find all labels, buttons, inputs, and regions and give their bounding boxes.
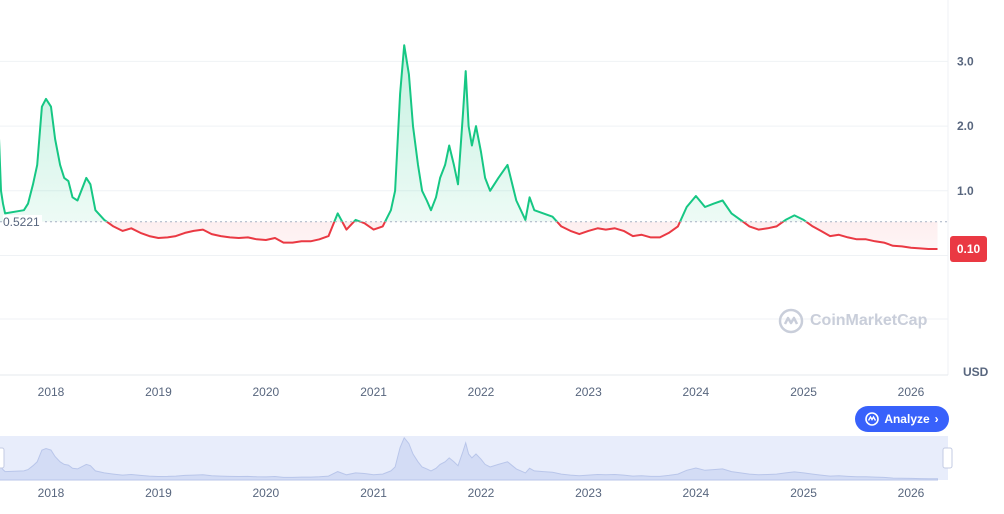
navigator-handle-left[interactable] [0,447,5,469]
price-line-above [0,44,808,222]
navigator-tick-label: 2023 [575,486,602,500]
navigator-tick-label: 2024 [683,486,710,500]
x-tick-label: 2020 [253,385,280,399]
navigator-tick-label: 2022 [468,486,495,500]
navigator-tick-label: 2018 [38,486,65,500]
navigator-tick-label: 2021 [360,486,387,500]
series-layer [0,44,948,250]
y-tick-label: 1.0 [957,184,974,198]
baseline-value-label: 0.5221 [3,215,42,229]
y-axis-unit-label: USD [963,365,989,379]
area-above-baseline [0,45,938,222]
x-tick-label: 2026 [898,385,925,399]
x-tick-label: 2021 [360,385,387,399]
area-below-baseline [106,221,938,249]
x-tick-label: 2018 [38,385,65,399]
axis-layer: 3.0 2.0 1.0 2018 2018 2019 2019 2020 2020 2021 202… [38,54,974,500]
analyze-button-label: Analyze [884,412,930,426]
grid-layer [0,0,949,376]
price-line-below [105,221,938,250]
current-price-tag: 0.10 [950,236,987,262]
navigator-handle-right[interactable] [942,447,953,469]
x-tick-label: 2024 [683,385,710,399]
chevron-right-icon: › [934,412,939,426]
analyze-icon [865,412,880,426]
navigator-tick-label: 2025 [790,486,817,500]
navigator-tick-label: 2026 [898,486,925,500]
navigator-tick-label: 2019 [145,486,172,500]
x-tick-label: 2022 [468,385,495,399]
watermark-text: CoinMarketCap [810,312,928,329]
navigator-tick-label: 2020 [253,486,280,500]
y-tick-label: 2.0 [957,119,974,133]
watermark: CoinMarketCap [778,308,927,334]
coinmarketcap-logo-icon [778,308,804,334]
y-tick-label: 3.0 [957,54,974,68]
navigator-series [0,436,938,481]
analyze-button[interactable]: Analyze › [855,406,949,432]
navigator[interactable] [0,436,953,481]
x-tick-label: 2025 [790,385,817,399]
x-tick-label: 2019 [145,385,172,399]
x-tick-label: 2023 [575,385,602,399]
